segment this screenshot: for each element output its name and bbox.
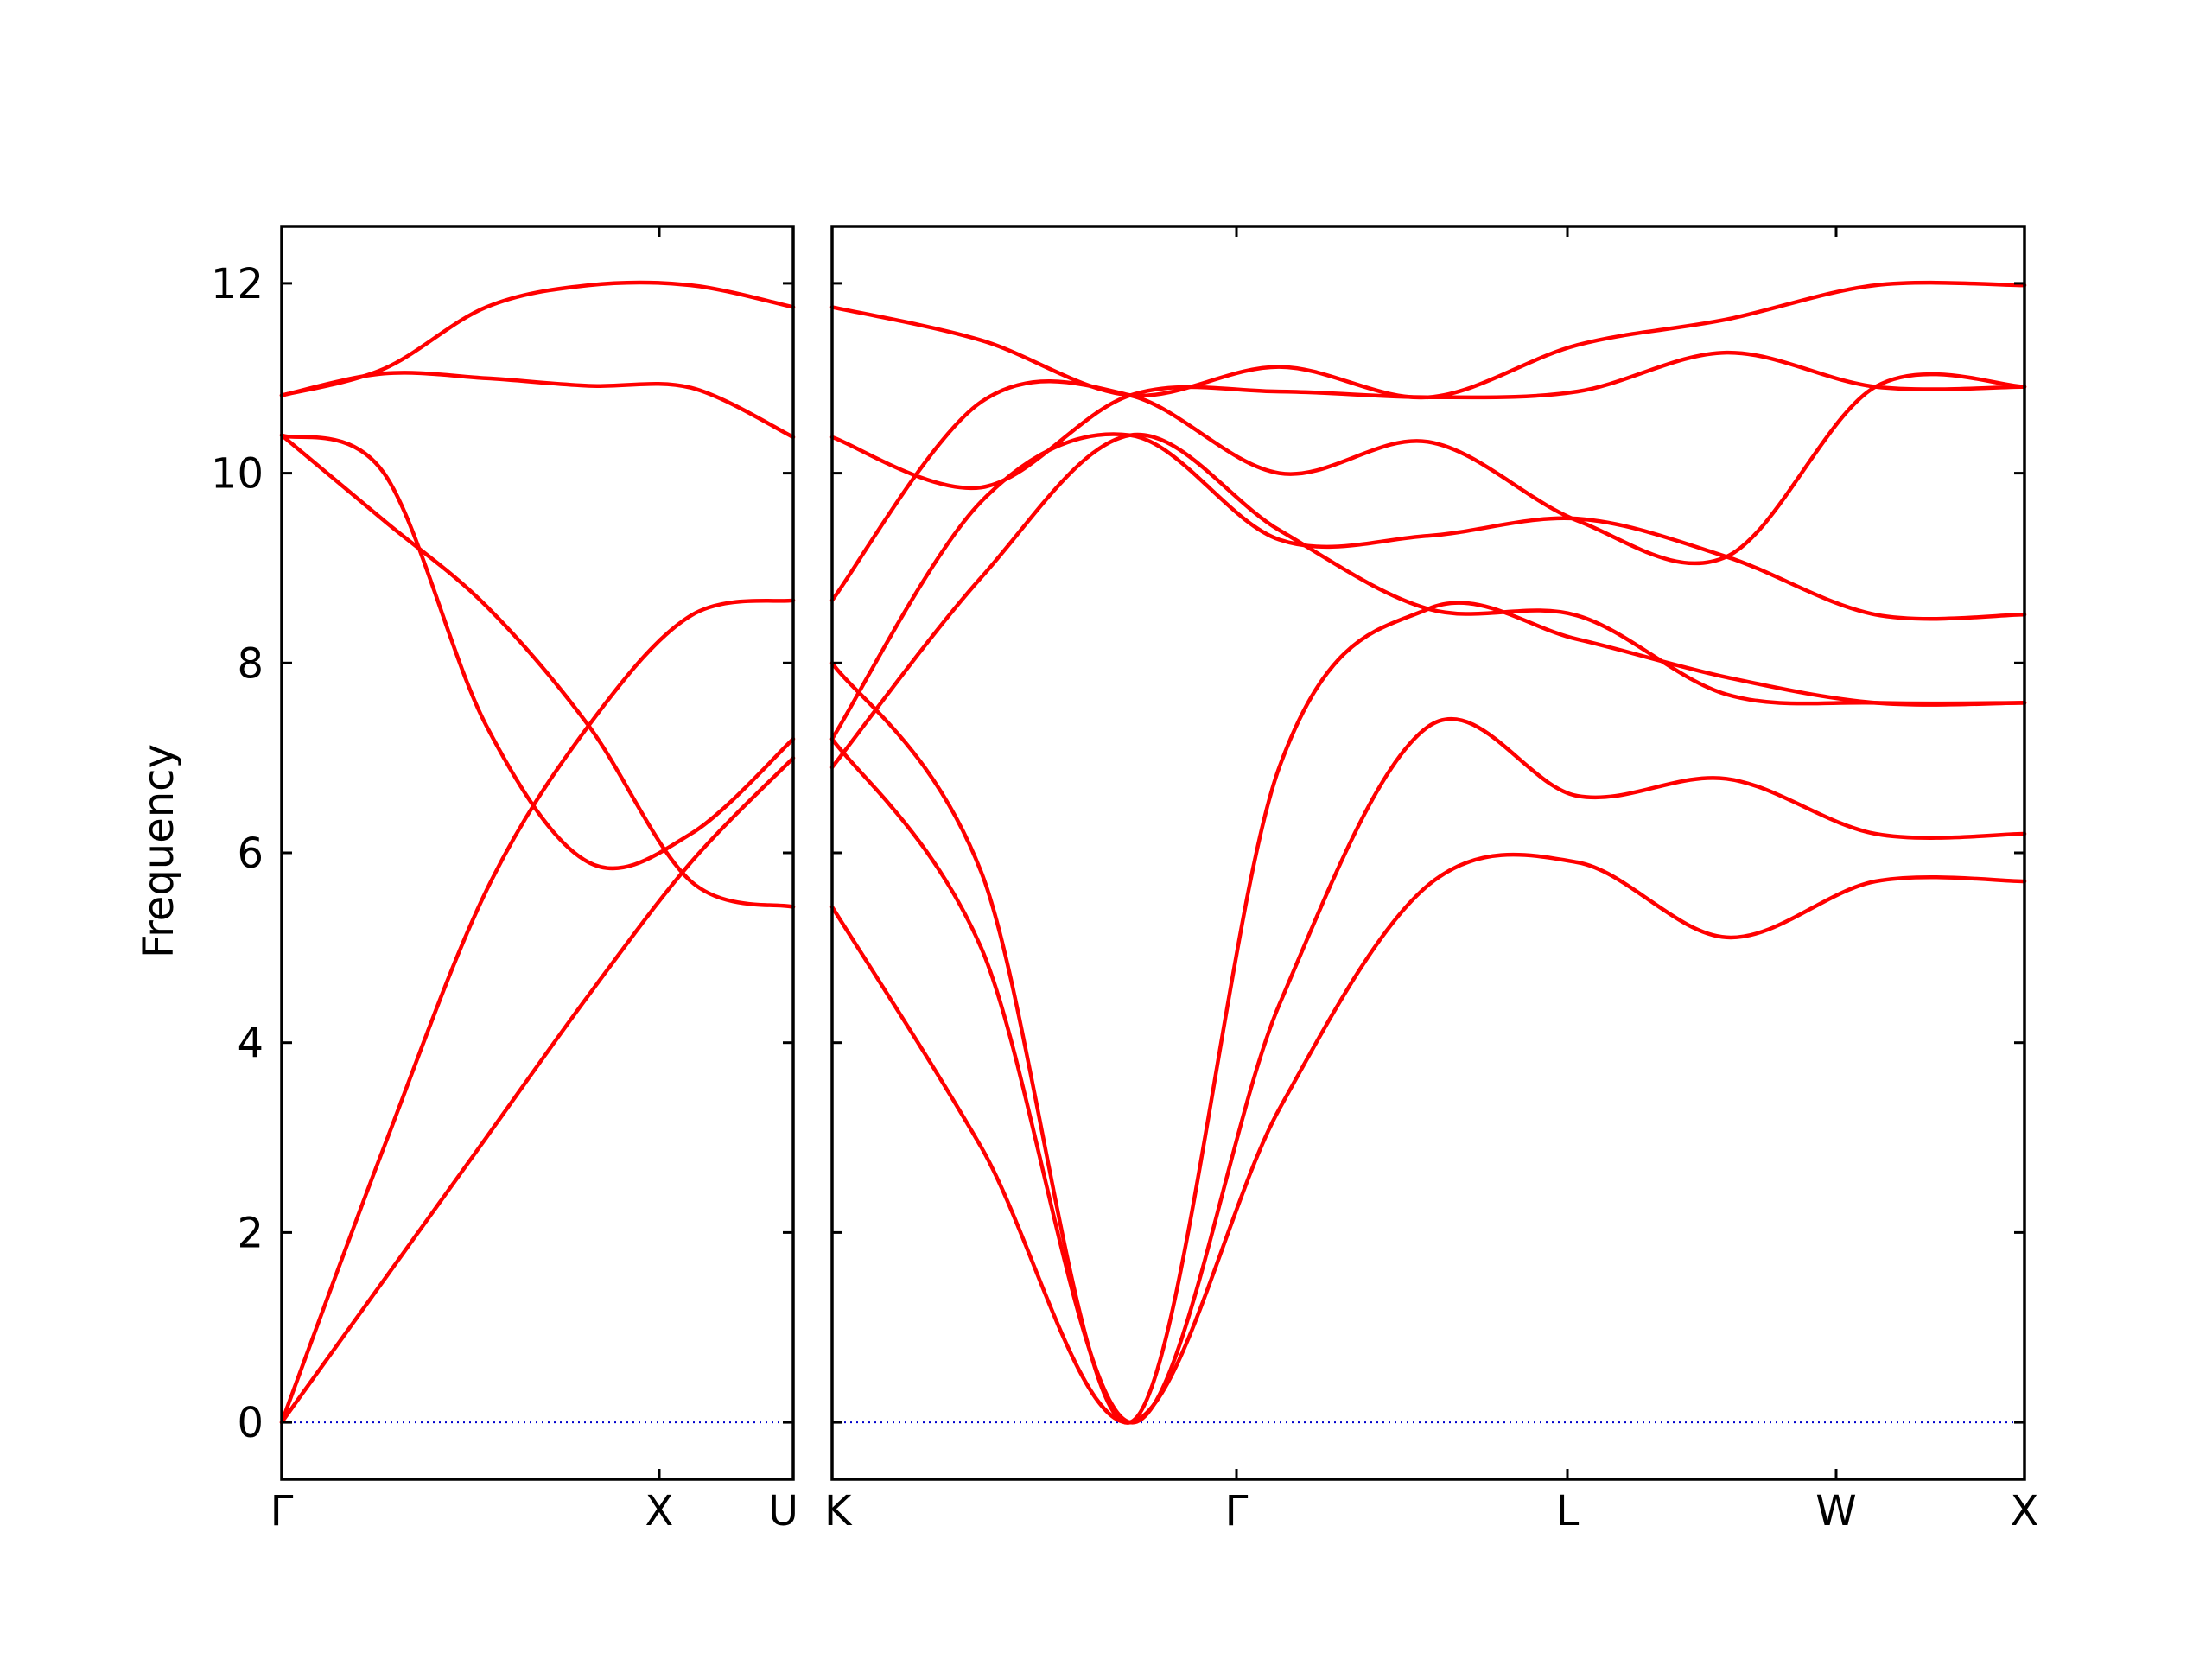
band-right-7: [830, 350, 2027, 491]
band-left-3: [279, 433, 796, 909]
band-right-4: [830, 432, 2027, 770]
band-left-6: [279, 280, 796, 397]
band-left-1: [279, 755, 796, 1425]
x-tick-label: Γ: [1225, 1487, 1249, 1535]
band-right-8: [830, 280, 2027, 400]
y-tick-label: 4: [237, 1020, 264, 1068]
band-left-5: [279, 371, 796, 440]
band-right-5: [830, 432, 2027, 741]
band-right-1: [830, 852, 2027, 1425]
left-panel: 0 2 4 6 8 10 12 Γ X U: [211, 225, 798, 1535]
x-tick-label: X: [645, 1487, 674, 1535]
y-tick-label: 6: [237, 830, 264, 878]
y-tick-label: 0: [237, 1399, 264, 1447]
band-left-2: [279, 598, 796, 1425]
x-tick-label: K: [824, 1487, 853, 1535]
x-tick-label: Γ: [270, 1487, 294, 1535]
band-right-3: [830, 601, 2027, 1425]
band-right-6: [830, 372, 2027, 603]
x-tick-label: X: [2011, 1487, 2039, 1535]
x-tick-label: W: [1815, 1487, 1856, 1535]
y-tick-label: 12: [211, 260, 264, 308]
y-axis-label: Frequency: [135, 744, 183, 958]
y-tick-label: 2: [237, 1209, 264, 1257]
y-tick-label: 10: [211, 450, 264, 499]
band-right-2: [830, 717, 2027, 1425]
x-tick-label: U: [768, 1487, 798, 1535]
plot-frame-left: [280, 225, 795, 1481]
x-tick-label: L: [1556, 1487, 1580, 1535]
y-tick-label: 8: [237, 639, 264, 688]
band-left-4: [279, 433, 796, 871]
